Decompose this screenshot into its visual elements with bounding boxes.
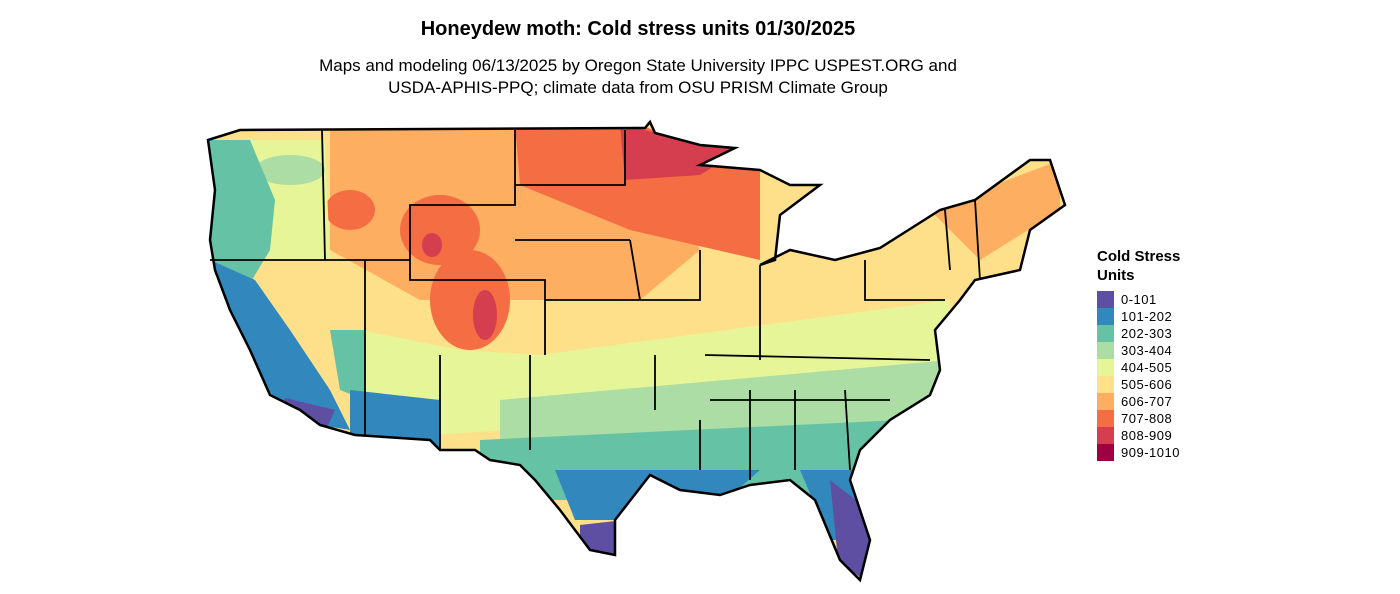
map: [206, 120, 1067, 582]
legend-swatch: [1097, 308, 1114, 325]
map-region: [400, 195, 480, 265]
map-region: [210, 260, 350, 430]
map-region: [430, 250, 510, 350]
legend-item: 202-303: [1097, 325, 1207, 342]
map-region: [255, 155, 325, 185]
legend-swatch: [1097, 342, 1114, 359]
legend-label: 808-909: [1121, 428, 1173, 443]
legend-title: Cold Stress Units: [1097, 248, 1181, 284]
state-borders: [210, 129, 981, 480]
subtitle-line: Maps and modeling 06/13/2025 by Oregon S…: [319, 56, 957, 75]
map-region: [325, 190, 375, 230]
legend-label: 707-808: [1121, 411, 1173, 426]
legend-label: 505-606: [1121, 377, 1173, 392]
subtitle: Maps and modeling 06/13/2025 by Oregon S…: [0, 55, 1276, 99]
legend-item: 606-707: [1097, 393, 1207, 410]
legend-swatch: [1097, 393, 1114, 410]
legend-swatch: [1097, 410, 1114, 427]
map-region: [473, 290, 497, 340]
legend-item: 303-404: [1097, 342, 1207, 359]
legend-swatch: [1097, 444, 1114, 461]
legend-swatch: [1097, 376, 1114, 393]
map-region: [930, 160, 1060, 260]
map-region: [330, 330, 365, 400]
legend-label: 404-505: [1121, 360, 1173, 375]
legend-swatch: [1097, 325, 1114, 342]
legend-label: 0-101: [1121, 292, 1157, 307]
legend-item: 0-101: [1097, 291, 1207, 308]
legend-item: 808-909: [1097, 427, 1207, 444]
legend-label: 202-303: [1121, 326, 1173, 341]
legend-swatch: [1097, 427, 1114, 444]
legend-label: 303-404: [1121, 343, 1173, 358]
map-region: [422, 233, 442, 257]
legend: Cold Stress Units 0-101 101-202 202-303 303…: [1097, 247, 1207, 461]
legend-swatch: [1097, 291, 1114, 308]
legend-label: 101-202: [1121, 309, 1173, 324]
legend-item: 101-202: [1097, 308, 1207, 325]
legend-item: 505-606: [1097, 376, 1207, 393]
legend-item: 707-808: [1097, 410, 1207, 427]
legend-item: 909-1010: [1097, 444, 1207, 461]
legend-swatch: [1097, 359, 1114, 376]
title: Honeydew moth: Cold stress units 01/30/2…: [420, 18, 856, 40]
subtitle-line: USDA-APHIS-PPQ; climate data from OSU PR…: [388, 78, 888, 97]
legend-item: 404-505: [1097, 359, 1207, 376]
legend-label: 606-707: [1121, 394, 1173, 409]
legend-label: 909-1010: [1121, 445, 1180, 460]
map-region: [285, 398, 335, 432]
legend-items: 0-101 101-202 202-303 303-404 404-505 505-606…: [1097, 291, 1207, 461]
map-region: [580, 520, 625, 560]
